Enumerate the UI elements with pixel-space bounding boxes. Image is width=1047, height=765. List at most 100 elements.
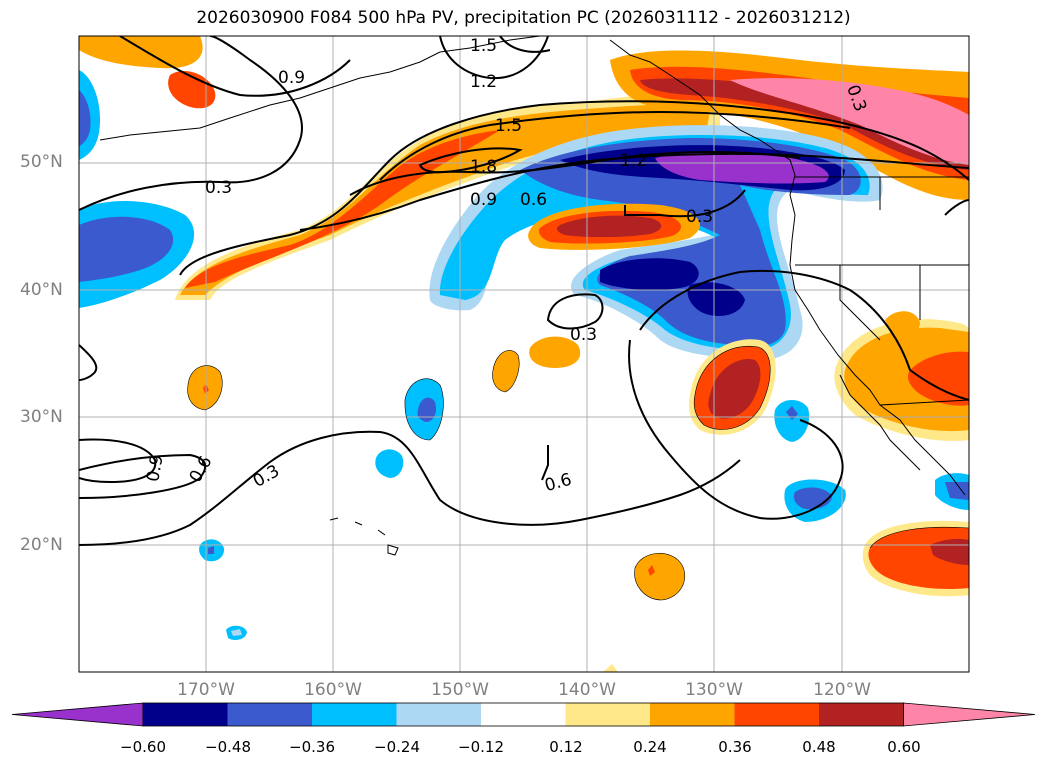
precip-outline-dateline <box>187 365 223 411</box>
colorbar-swatch <box>481 703 566 726</box>
precip-outline-se <box>869 526 969 549</box>
pv-contour-0.9-subtropic <box>79 438 157 484</box>
colorbar-tick-label: 0.12 <box>549 738 583 756</box>
colorbar-tick-label: 0.60 <box>887 738 921 756</box>
precip-area-hawaii-north-orange <box>529 336 581 368</box>
pv-contour-label: 1.2 <box>470 72 497 92</box>
pv-contour-1.8 <box>418 147 523 174</box>
precip-area-south-orange-core <box>648 565 655 576</box>
precip-outline-coastal <box>693 345 771 430</box>
precip-area-negative-navy-south <box>600 258 699 290</box>
precip-area-east-negative-1 <box>774 399 810 442</box>
pv-contour-0.3-central <box>639 269 969 401</box>
pv-contour-west-edge <box>79 344 98 381</box>
colorbar-swatch <box>312 703 397 726</box>
precip-outline-south <box>634 553 686 601</box>
precip-area-mid-darkred <box>557 215 662 238</box>
lat-label-30n: 30°N <box>20 407 63 427</box>
colorbar-outline <box>142 702 904 727</box>
pv-contour-0.9-west <box>119 36 351 97</box>
pv-contour-label: 0.6 <box>520 190 547 210</box>
precip-area-baja-negative-royal <box>945 482 969 500</box>
border-states <box>795 177 969 341</box>
precip-area-east-coast-orange <box>885 311 920 338</box>
pv-contour-label: 0.9 <box>143 453 167 483</box>
map-title: 2026030900 F084 500 hPa PV, precipitatio… <box>196 8 851 28</box>
coastline-baja <box>839 374 921 471</box>
precip-area-jet-red <box>185 130 500 288</box>
precip-outline-center <box>492 350 520 393</box>
lon-label-140w: 140°W <box>558 680 616 700</box>
precip-area-south-orange <box>634 553 685 600</box>
lat-label-20n: 20°N <box>20 535 63 555</box>
precip-area-center-orange <box>492 350 520 392</box>
precip-area-small-sw-negative-core <box>208 546 214 554</box>
colorbar <box>11 702 1036 727</box>
pv-contour-1.2-top <box>499 36 551 53</box>
graticule <box>79 36 969 672</box>
pv-contour-0.6-subtropic <box>79 453 207 499</box>
colorbar-swatch <box>819 703 904 726</box>
coastline-alaska <box>439 36 541 53</box>
pv-contour-label: 1.5 <box>470 36 497 56</box>
colorbar-swatch <box>734 703 820 726</box>
pv-contour-0.3-east <box>546 293 604 330</box>
border-us-mexico <box>879 399 969 406</box>
precip-area-negative-band-royal <box>520 138 861 347</box>
precip-outlines <box>187 345 969 601</box>
lat-label-50n: 50°N <box>20 152 63 172</box>
colorbar-tick-label: 0.48 <box>802 738 836 756</box>
colorbar-swatch <box>143 703 228 726</box>
colorbar-swatch <box>565 703 651 726</box>
lon-label-170w: 170°W <box>177 680 235 700</box>
coastline-aleutians <box>99 51 441 141</box>
precip-area-negative-band-purple <box>655 151 829 184</box>
precip-area-hawaii-negative-1-royal <box>417 397 436 422</box>
lat-label-40n: 40°N <box>20 280 63 300</box>
pv-contour-0.6-east <box>541 445 549 481</box>
pv-contour-label: 0.3 <box>570 325 597 345</box>
colorbar-tick-label: −0.12 <box>458 738 504 756</box>
colorbar-swatch <box>396 703 482 726</box>
lon-label-160w: 160°W <box>304 680 362 700</box>
precip-area-dateline-blob <box>168 71 216 109</box>
pv-contour-0.3-south-jet <box>624 189 746 218</box>
colorbar-tick-label: −0.36 <box>289 738 335 756</box>
pv-contour-jet-outer <box>179 100 969 276</box>
precip-area-negative-navy-south2 <box>687 282 745 316</box>
pv-contour-0.3-southwest <box>628 339 844 520</box>
pv-contour-label: 1.8 <box>470 157 497 177</box>
pv-contour-label: 0.9 <box>470 190 497 210</box>
pv-contour-label: 0.9 <box>278 68 305 88</box>
precip-area-west-negative-royal <box>79 216 174 282</box>
precip-area-south-bottom-yellow <box>603 664 618 672</box>
colorbar-swatch <box>227 703 313 726</box>
colorbar-tick-label: −0.48 <box>205 738 251 756</box>
precip-area-socal-orange <box>844 327 969 432</box>
pv-contour-1.5-top <box>439 36 549 80</box>
colorbar-swatch <box>650 703 735 726</box>
pv-contour-east-edge <box>944 199 969 216</box>
precip-area-tiny-negative-pale <box>231 629 242 636</box>
colorbar-extend-min <box>11 702 144 727</box>
pv-contour-label: 0.3 <box>686 207 713 227</box>
colorbar-tick-label: −0.24 <box>374 738 420 756</box>
colorbar-extend-max <box>903 702 1036 727</box>
pv-contour-0.3-subtropic <box>79 430 741 546</box>
lon-label-130w: 130°W <box>685 680 743 700</box>
precip-outline-hawaii-1 <box>404 378 444 441</box>
pv-contour-jet-inner <box>299 152 969 231</box>
hawaii-islands <box>329 517 399 556</box>
colorbar-tick-label: 0.36 <box>718 738 752 756</box>
map-border <box>78 35 970 673</box>
colorbar-tick-label: 0.24 <box>633 738 667 756</box>
lon-label-150w: 150°W <box>431 680 489 700</box>
pv-contour-label: 1.2 <box>620 151 647 171</box>
pv-contour-0.6-jet <box>349 151 801 196</box>
lon-label-120w: 120°W <box>813 680 871 700</box>
precip-area-far-west-negative-royal <box>79 90 91 146</box>
pv-contour-label: 1.5 <box>495 116 522 136</box>
colorbar-tick-label: −0.60 <box>120 738 166 756</box>
precip-area-hawaii-negative-2 <box>375 449 404 478</box>
